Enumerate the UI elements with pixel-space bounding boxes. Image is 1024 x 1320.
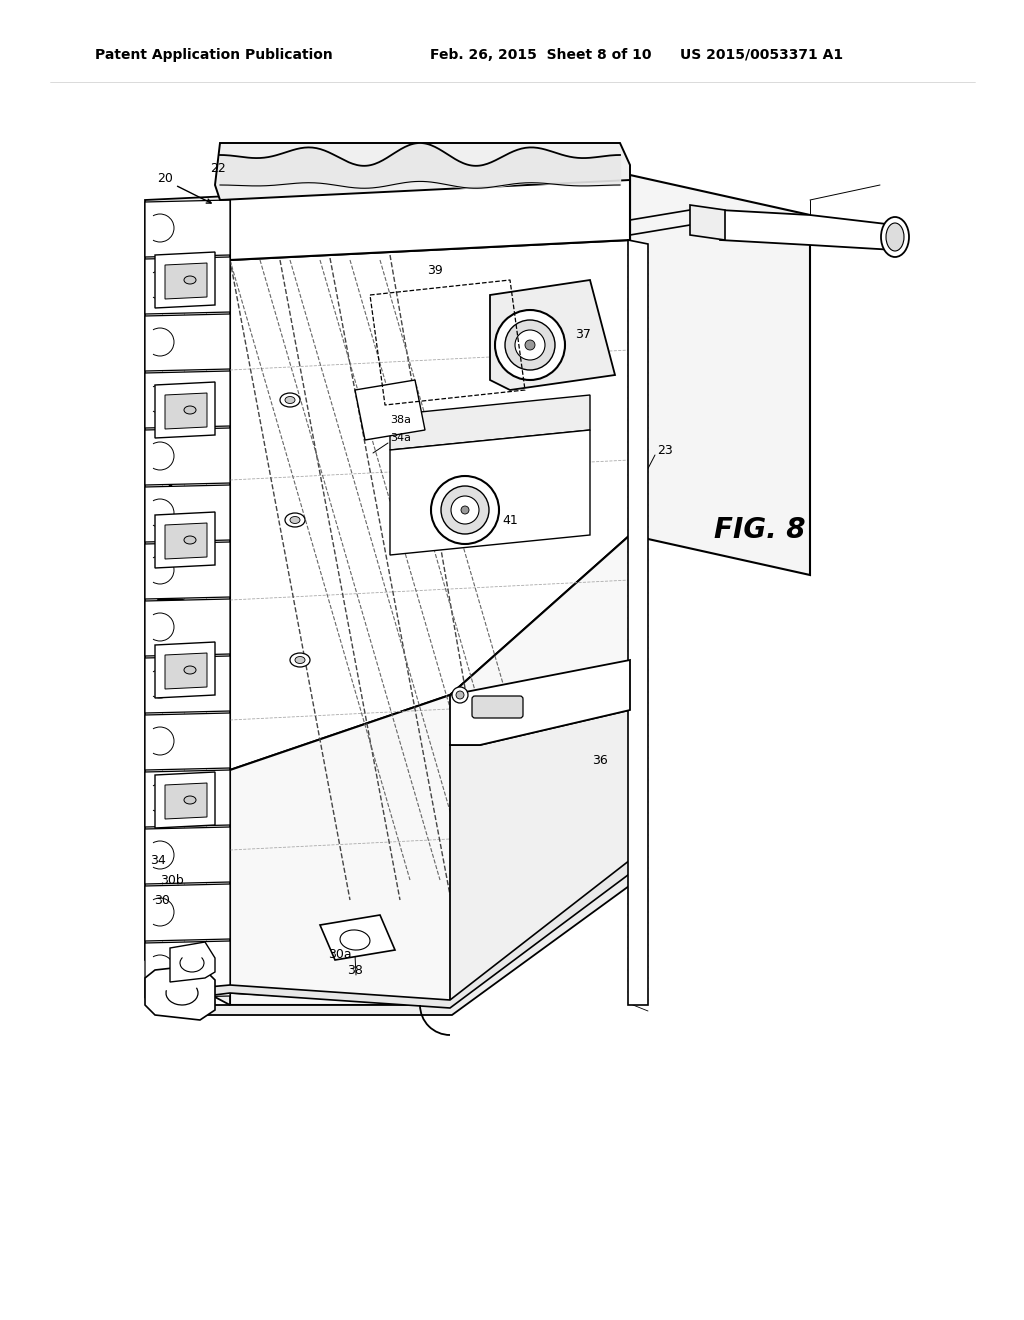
Ellipse shape <box>441 486 489 535</box>
Ellipse shape <box>505 319 555 370</box>
Polygon shape <box>165 523 207 558</box>
Ellipse shape <box>280 393 300 407</box>
Polygon shape <box>145 484 230 543</box>
Polygon shape <box>230 535 630 1005</box>
FancyBboxPatch shape <box>472 696 523 718</box>
Ellipse shape <box>184 536 196 544</box>
Text: 37: 37 <box>575 329 591 342</box>
Text: 30b: 30b <box>160 874 184 887</box>
Polygon shape <box>165 653 207 689</box>
Ellipse shape <box>184 276 196 284</box>
Polygon shape <box>155 381 215 438</box>
Polygon shape <box>319 915 395 960</box>
Ellipse shape <box>285 396 295 404</box>
Ellipse shape <box>456 690 464 700</box>
Polygon shape <box>630 176 810 576</box>
Polygon shape <box>170 942 215 982</box>
Polygon shape <box>175 870 640 1015</box>
Polygon shape <box>145 941 230 998</box>
Polygon shape <box>155 642 215 698</box>
Text: 36: 36 <box>592 754 608 767</box>
Text: Patent Application Publication: Patent Application Publication <box>95 48 333 62</box>
Polygon shape <box>175 861 640 1008</box>
Text: 23: 23 <box>657 444 673 457</box>
Ellipse shape <box>451 496 479 524</box>
Polygon shape <box>165 783 207 818</box>
Polygon shape <box>450 710 630 1005</box>
Polygon shape <box>720 210 895 249</box>
Polygon shape <box>215 143 630 201</box>
Ellipse shape <box>290 653 310 667</box>
Ellipse shape <box>285 513 305 527</box>
Ellipse shape <box>881 216 909 257</box>
Ellipse shape <box>525 341 535 350</box>
Polygon shape <box>390 430 590 554</box>
Polygon shape <box>145 713 230 770</box>
Text: US 2015/0053371 A1: US 2015/0053371 A1 <box>680 48 843 62</box>
Ellipse shape <box>452 686 468 704</box>
Text: 34a: 34a <box>390 433 411 444</box>
Polygon shape <box>145 428 230 484</box>
Polygon shape <box>690 205 725 240</box>
Text: 38: 38 <box>347 964 362 977</box>
Text: 20: 20 <box>157 172 173 185</box>
Polygon shape <box>490 280 615 389</box>
Polygon shape <box>145 828 230 884</box>
Polygon shape <box>628 240 648 1005</box>
Text: 22: 22 <box>210 161 226 174</box>
Polygon shape <box>145 195 230 1005</box>
Text: FIG. 8: FIG. 8 <box>715 516 806 544</box>
Polygon shape <box>165 263 207 300</box>
Ellipse shape <box>886 223 904 251</box>
Text: 41: 41 <box>502 513 518 527</box>
Text: 39: 39 <box>427 264 442 276</box>
Text: 30: 30 <box>154 894 170 907</box>
Polygon shape <box>145 770 230 828</box>
Polygon shape <box>145 314 230 371</box>
Polygon shape <box>145 201 230 257</box>
Ellipse shape <box>184 667 196 675</box>
Ellipse shape <box>431 477 499 544</box>
Ellipse shape <box>184 407 196 414</box>
Polygon shape <box>390 395 590 450</box>
Text: 30a: 30a <box>328 949 352 961</box>
Polygon shape <box>155 512 215 568</box>
Ellipse shape <box>495 310 565 380</box>
Polygon shape <box>155 252 215 308</box>
Polygon shape <box>230 176 630 260</box>
Polygon shape <box>145 965 215 1020</box>
Polygon shape <box>450 660 630 744</box>
Polygon shape <box>155 772 215 828</box>
Text: 34: 34 <box>151 854 166 866</box>
Polygon shape <box>145 656 230 713</box>
Polygon shape <box>145 884 230 941</box>
Polygon shape <box>355 380 425 440</box>
Polygon shape <box>145 543 230 599</box>
Text: Feb. 26, 2015  Sheet 8 of 10: Feb. 26, 2015 Sheet 8 of 10 <box>430 48 651 62</box>
Polygon shape <box>145 257 230 314</box>
Ellipse shape <box>295 656 305 664</box>
Ellipse shape <box>290 516 300 524</box>
Polygon shape <box>165 393 207 429</box>
Polygon shape <box>145 371 230 428</box>
Ellipse shape <box>461 506 469 513</box>
Polygon shape <box>145 599 230 656</box>
Ellipse shape <box>515 330 545 360</box>
Polygon shape <box>230 240 630 770</box>
Text: 38a: 38a <box>390 414 411 425</box>
Ellipse shape <box>184 796 196 804</box>
